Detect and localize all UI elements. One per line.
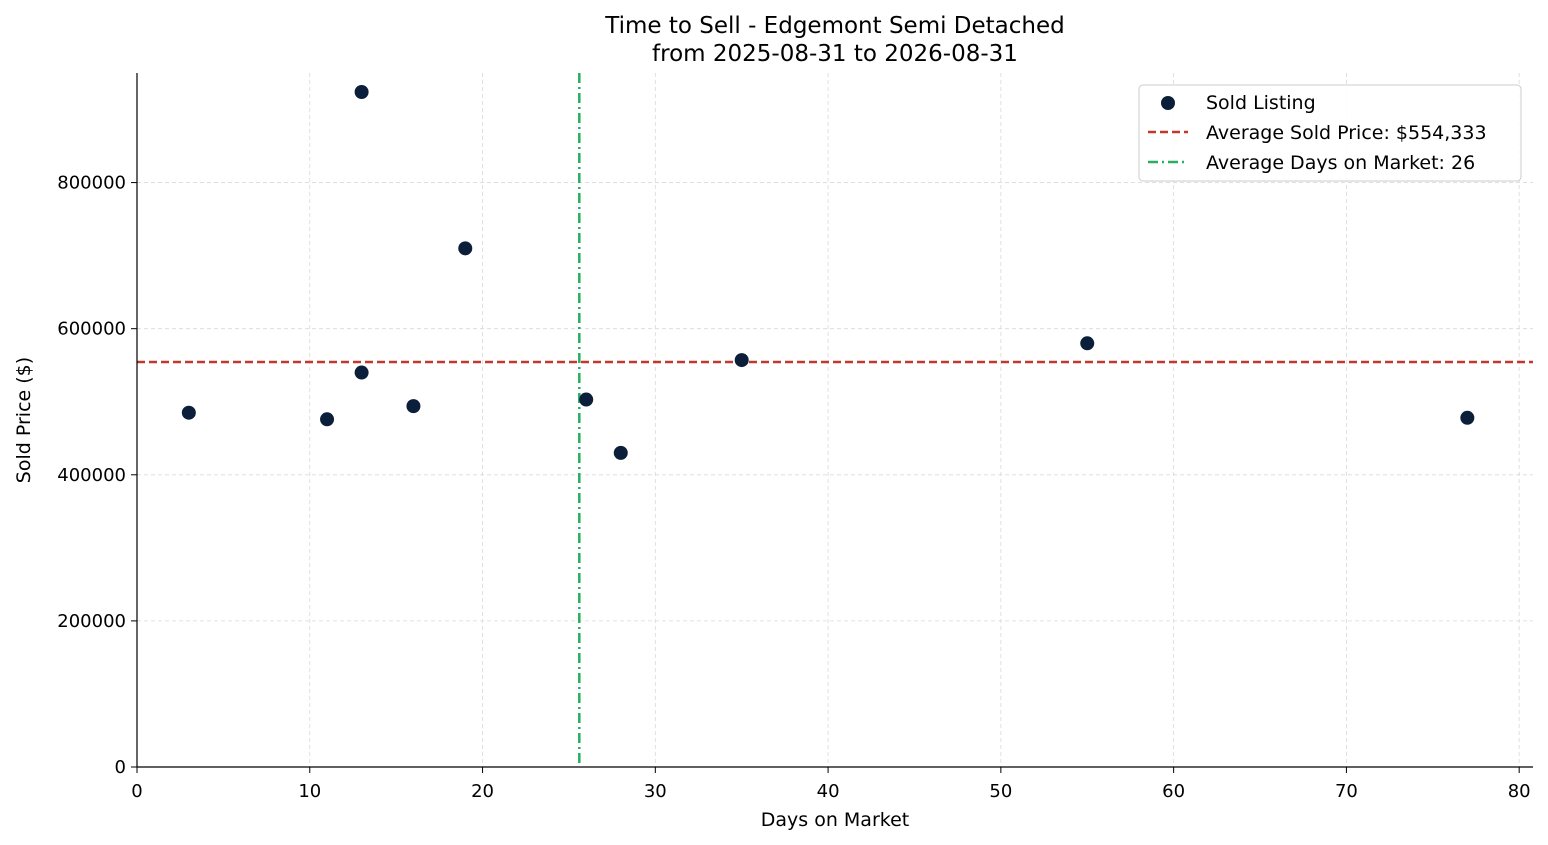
reference-lines — [137, 73, 1533, 767]
x-tick-label: 40 — [817, 781, 840, 802]
y-tick-label: 600000 — [57, 319, 126, 340]
x-tick-label: 0 — [131, 781, 142, 802]
data-points — [181, 84, 1475, 460]
x-tick-label: 30 — [644, 781, 667, 802]
data-point — [406, 399, 421, 414]
legend-marker-sold-listing — [1161, 96, 1175, 110]
x-tick-label: 50 — [989, 781, 1012, 802]
data-point — [181, 405, 196, 420]
data-point — [613, 445, 628, 460]
legend-box — [1138, 84, 1522, 182]
data-point — [458, 241, 473, 256]
data-point — [579, 392, 594, 407]
grid-lines — [137, 73, 1533, 767]
x-tick-label: 20 — [471, 781, 494, 802]
x-tick-label: 80 — [1508, 781, 1531, 802]
data-point — [1080, 336, 1095, 351]
x-tick-label: 70 — [1335, 781, 1358, 802]
chart-title: Time to Sell - Edgemont Semi Detached — [604, 13, 1065, 39]
legend-label-sold-listing: Sold Listing — [1206, 92, 1316, 114]
y-tick-label: 0 — [115, 757, 126, 778]
legend-label-average-days-on-market: Average Days on Market: 26 — [1206, 152, 1475, 174]
x-tick-label: 10 — [298, 781, 321, 802]
x-axis-label: Days on Market — [761, 809, 909, 831]
data-point — [320, 412, 335, 427]
data-point — [354, 84, 369, 99]
x-tick-label: 60 — [1162, 781, 1185, 802]
data-point — [354, 365, 369, 380]
legend-label-average-sold-price: Average Sold Price: $554,333 — [1206, 122, 1487, 144]
data-point — [734, 353, 749, 368]
data-point — [1460, 410, 1475, 425]
y-tick-label: 800000 — [57, 173, 126, 194]
legend: Sold Listing Average Sold Price: $554,33… — [1138, 84, 1522, 182]
y-tick-label: 400000 — [57, 465, 126, 486]
chart-subtitle: from 2025-08-31 to 2026-08-31 — [652, 41, 1018, 67]
y-axis-label: Sold Price ($) — [13, 357, 35, 483]
tick-labels: 0 10 20 30 40 50 60 70 80 0 200000 400000 600000 8000… — [57, 173, 1530, 802]
axes — [136, 73, 1533, 768]
y-tick-label: 200000 — [57, 611, 126, 632]
